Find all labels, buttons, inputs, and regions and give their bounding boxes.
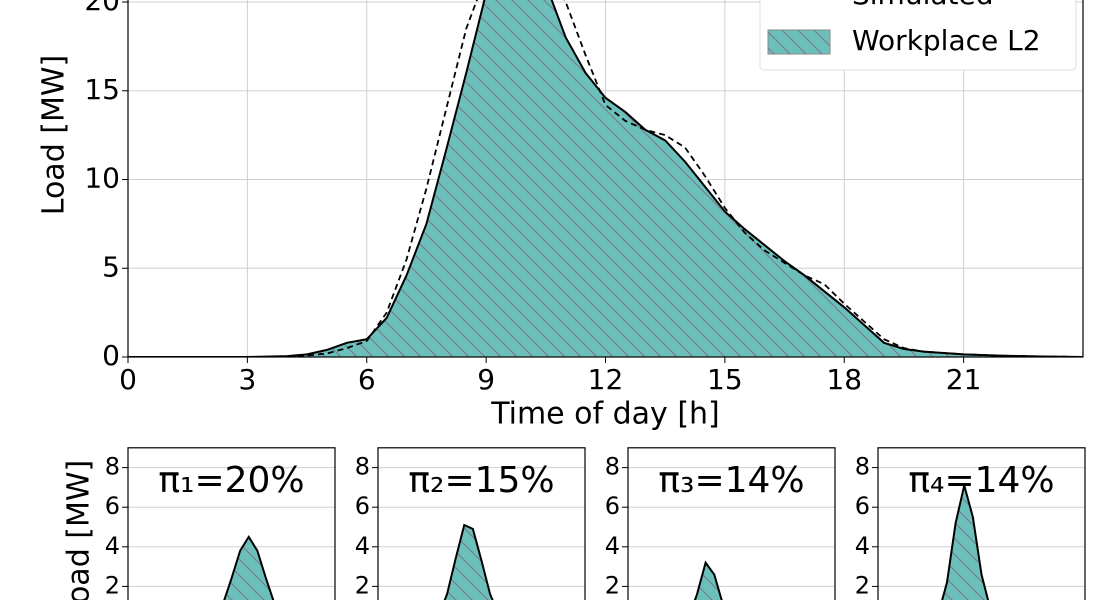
y-tick-label: 10 [84,162,120,195]
x-tick-label: 15 [707,363,743,396]
plot-area [628,447,835,600]
y-tick-label: 2 [855,571,870,599]
y-tick-label: 6 [855,492,870,520]
subplot-title: π₂=15% [408,460,554,501]
legend-label: Workplace L2 [852,24,1041,57]
legend-box [759,0,1077,71]
y-tick-label: 8 [355,453,370,481]
plot [223,535,275,600]
subplot-title: π₁=20% [158,460,304,501]
y-tick-label: 6 [105,492,120,520]
subplot: 2 4 6 8 π₂=15% [355,447,586,600]
simulated-line [128,0,1083,357]
area-hatch [224,536,274,600]
subplot: 2 4 6 8 π₁=20% Load [MW] [62,447,336,600]
axes-frame [627,447,836,600]
subplot: 0 3 6 9 12 15 18 21 0 5 10 15 20 Time of day [h] Load … [37,0,1084,432]
y-tick-label: 8 [855,453,870,481]
y-tick-label: 20 [84,0,120,17]
axes-frame [377,447,586,600]
y-tick-label: 5 [102,250,120,283]
subplot: 2 4 6 8 π₄=14% [855,447,1086,600]
legend: Simulated Workplace L2 [759,0,1077,71]
plot [443,523,494,600]
y-tick-label: 4 [355,532,370,560]
plot [941,485,990,600]
y-tick-label: 8 [605,453,620,481]
y-tick-label: 15 [84,73,120,106]
x-tick-label: 12 [588,363,624,396]
legend-hatch [768,30,830,54]
subplot-title: π₄=14% [908,460,1054,501]
area-hatch [444,525,493,600]
area-outline [128,0,1083,357]
axes-frame [877,447,1086,600]
x-axis-label: Time of day [h] [490,397,720,432]
area-outline [941,485,990,600]
subplot: 2 4 6 8 π₃=14% [605,447,836,600]
plot [128,0,1083,357]
area-hatch [942,485,989,600]
y-axis-label: Load [MW] [62,460,97,600]
area-hatch [128,0,1083,357]
y-tick-label: 0 [102,339,120,372]
y-tick-label: 2 [355,571,370,599]
legend-label: Simulated [852,0,994,11]
y-axis-label: Load [MW] [37,55,72,215]
area-outline [223,535,275,600]
axes-frame [127,0,1084,358]
y-tick-label: 2 [605,571,620,599]
y-tick-label: 4 [605,532,620,560]
y-tick-label: 4 [855,532,870,560]
y-tick-label: 4 [105,532,120,560]
y-tick-label: 2 [105,571,120,599]
y-tick-label: 6 [355,492,370,520]
y-tick-label: 8 [105,453,120,481]
x-tick-label: 6 [358,363,376,396]
x-tick-label: 3 [238,363,256,396]
x-tick-label: 18 [826,363,862,396]
x-tick-label: 9 [477,363,495,396]
x-tick-label: 21 [946,363,982,396]
x-tick-label: 0 [119,363,137,396]
area-outline [443,523,494,600]
area-hatch [694,562,722,600]
subplot-title: π₃=14% [658,460,804,501]
axes-frame [127,447,336,600]
plot [693,560,723,600]
y-tick-label: 6 [605,492,620,520]
plot-area [128,447,335,600]
